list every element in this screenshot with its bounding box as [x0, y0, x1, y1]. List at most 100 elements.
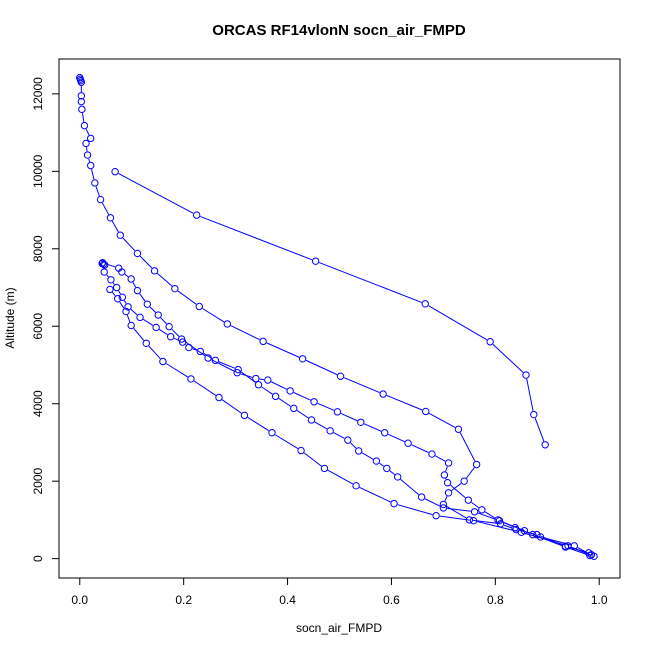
data-point — [150, 267, 159, 275]
data-point — [100, 268, 108, 276]
series-segment — [484, 511, 495, 519]
data-point — [223, 320, 232, 328]
series-segment — [571, 546, 591, 556]
data-point — [417, 493, 426, 501]
data-point — [439, 504, 448, 512]
data-point — [454, 425, 463, 433]
data-point — [107, 276, 115, 284]
series-segment — [343, 377, 380, 394]
y-tick-label: 6000 — [31, 313, 45, 340]
series-segment — [492, 343, 524, 373]
data-point — [460, 477, 468, 485]
data-point — [530, 410, 538, 419]
series-segment — [271, 381, 287, 390]
series-segment — [139, 255, 153, 269]
x-tick-label: 0.4 — [279, 593, 296, 607]
data-point — [112, 283, 121, 292]
data-point — [91, 179, 99, 187]
series-segment — [247, 416, 270, 432]
data-point — [133, 249, 142, 258]
series-segment — [314, 421, 328, 430]
series-segment — [327, 469, 354, 485]
y-tick-label: 8000 — [31, 235, 45, 262]
data-point — [443, 479, 452, 487]
data-point — [77, 97, 86, 106]
data-point — [344, 436, 352, 444]
data-point — [143, 300, 152, 308]
data-point — [83, 151, 92, 159]
series-segment — [466, 467, 475, 479]
series-segment — [501, 521, 512, 527]
series-segment — [177, 290, 197, 305]
series-segment — [202, 308, 225, 323]
x-tick-label: 0.8 — [487, 593, 504, 607]
data-point — [355, 447, 363, 455]
data-point — [118, 268, 126, 276]
data-point — [390, 499, 398, 508]
series-segment — [119, 301, 125, 309]
series-segment — [477, 521, 518, 532]
data-point — [380, 429, 389, 437]
series-segment — [261, 386, 273, 395]
data-point — [464, 496, 473, 504]
series-segment — [364, 423, 382, 432]
data-point — [82, 139, 90, 148]
series-1 — [76, 73, 593, 557]
series-segment — [142, 318, 154, 326]
series-segment — [471, 501, 480, 509]
data-point — [478, 506, 486, 514]
series-segment — [211, 359, 235, 372]
data-point — [444, 459, 453, 467]
data-point — [111, 168, 119, 176]
series-segment — [305, 359, 338, 376]
series-segment — [200, 215, 313, 261]
series-segment — [568, 547, 587, 555]
series-segment — [340, 412, 358, 422]
series-segment — [192, 348, 197, 351]
series-segment — [446, 505, 467, 519]
x-axis-label: socn_air_FMPD — [296, 621, 382, 635]
series-segment — [111, 220, 119, 233]
series-segment — [122, 237, 136, 252]
series-segment — [359, 486, 391, 503]
data-point — [440, 471, 449, 479]
series-segment — [428, 305, 488, 341]
data-point — [268, 429, 276, 437]
series-segment — [123, 300, 127, 304]
data-point — [154, 311, 162, 319]
series-segment — [577, 547, 589, 554]
data-point — [259, 337, 267, 346]
series-segment — [439, 515, 470, 521]
y-tick-label: 2000 — [31, 468, 45, 495]
series-segment — [230, 325, 260, 341]
series-4 — [106, 285, 598, 561]
y-tick-label: 4000 — [31, 390, 45, 417]
data-point — [352, 482, 360, 490]
series-segment — [387, 433, 405, 443]
series-segment — [118, 290, 121, 295]
series-segment — [111, 292, 116, 297]
series-segment — [317, 402, 335, 411]
data-point — [264, 376, 272, 384]
data-point — [541, 441, 549, 449]
data-point — [152, 323, 160, 332]
data-point — [494, 516, 502, 524]
data-point — [215, 393, 223, 402]
data-point — [522, 371, 530, 379]
data-point — [96, 195, 105, 204]
series-segment — [274, 434, 299, 450]
data-point — [472, 460, 481, 469]
x-tick-label: 0.6 — [383, 593, 400, 607]
data-point — [187, 375, 195, 383]
series-segment — [88, 158, 91, 163]
x-tick-label: 0.0 — [71, 593, 88, 607]
data-point — [311, 257, 320, 265]
series-segment — [139, 293, 146, 302]
series-segment — [106, 263, 116, 268]
series-segment — [132, 282, 137, 288]
series-segment — [361, 452, 374, 460]
data-point — [297, 446, 305, 455]
data-point — [86, 134, 95, 143]
series-segment — [259, 378, 265, 381]
series-segment — [379, 462, 384, 467]
